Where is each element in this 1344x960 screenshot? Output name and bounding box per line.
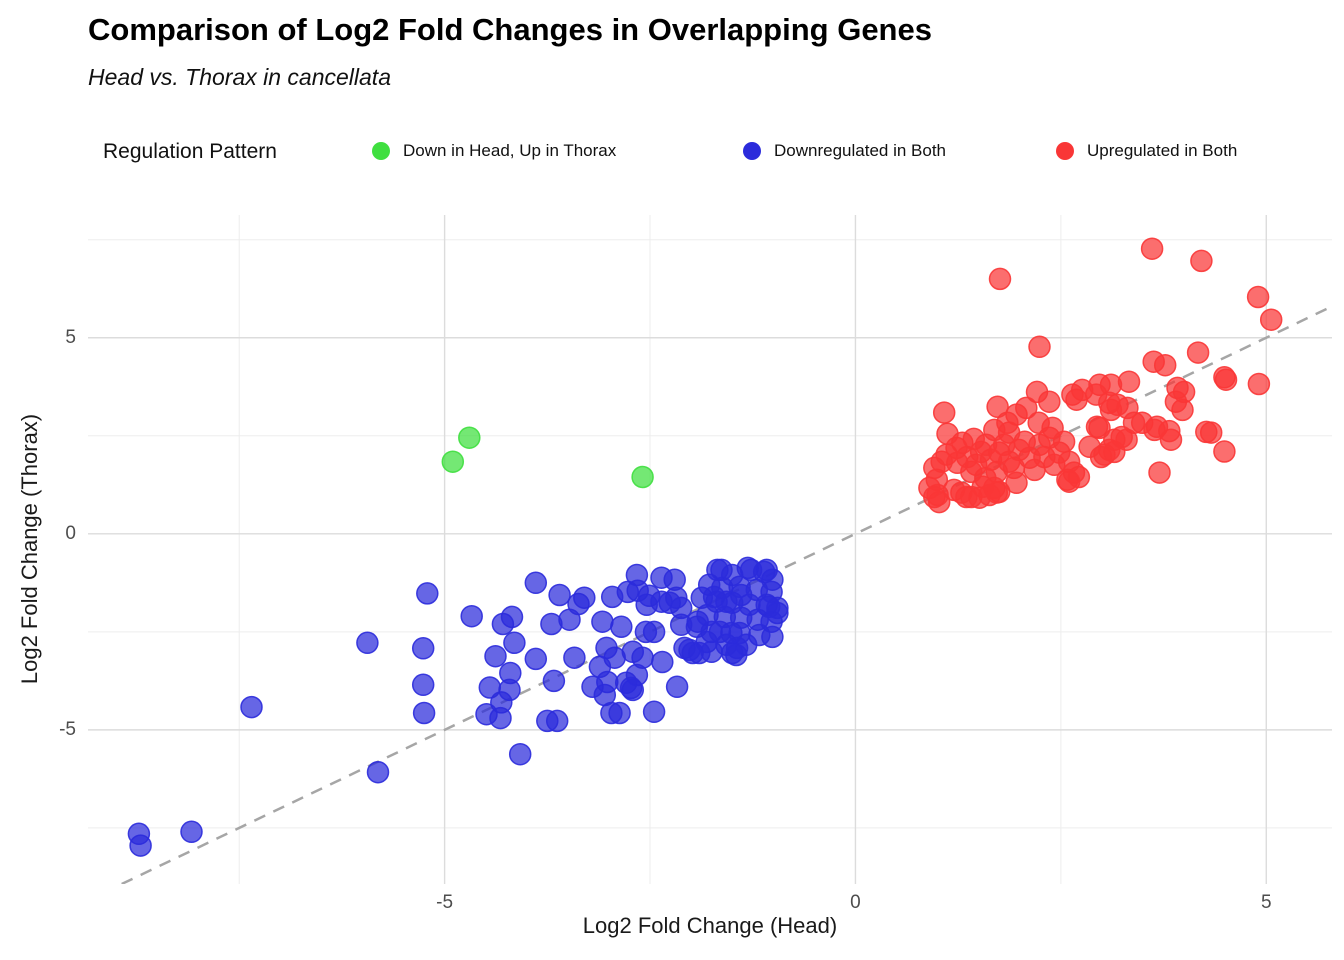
data-point <box>1213 440 1236 463</box>
data-point <box>642 620 666 644</box>
data-point <box>1143 418 1166 442</box>
data-point <box>412 701 436 725</box>
data-point <box>545 709 569 733</box>
legend-title: Regulation Pattern <box>103 140 277 163</box>
data-point <box>558 608 581 631</box>
data-point <box>356 631 379 655</box>
data-point <box>631 465 654 489</box>
data-point <box>610 615 633 639</box>
data-point <box>416 582 439 605</box>
data-point <box>1140 237 1164 260</box>
x-tick-label: -5 <box>436 892 454 913</box>
data-point <box>1088 416 1111 440</box>
x-axis-title: Log2 Fold Change (Head) <box>582 913 838 938</box>
data-point <box>1186 341 1210 364</box>
legend-item-label: Upregulated in Both <box>1087 141 1238 160</box>
data-point <box>608 701 631 725</box>
data-point <box>1190 249 1213 273</box>
y-tick-label: 5 <box>65 326 76 348</box>
data-point <box>411 673 435 697</box>
data-point <box>1214 368 1238 391</box>
data-point <box>974 466 997 490</box>
data-point <box>1005 471 1028 495</box>
data-point <box>489 706 512 730</box>
legend-item-label: Down in Head, Up in Thorax <box>403 141 617 160</box>
data-point <box>1246 285 1270 309</box>
data-point <box>500 605 524 629</box>
data-point <box>761 625 784 649</box>
data-point <box>180 820 203 844</box>
data-point <box>499 661 522 685</box>
data-point <box>548 583 571 607</box>
legend: Regulation Pattern Down in Head, Up in T… <box>0 138 1344 168</box>
data-point <box>1065 388 1088 411</box>
data-point <box>962 427 986 451</box>
blue-dot-icon <box>743 142 761 160</box>
data-point <box>503 631 526 655</box>
data-point <box>458 426 481 449</box>
data-point <box>1078 435 1101 459</box>
chart-subtitle: Head vs. Thorax in cancellata <box>88 64 391 90</box>
data-point <box>563 646 586 669</box>
green-dot-icon <box>372 142 390 160</box>
data-point <box>936 422 959 446</box>
data-point <box>366 760 390 784</box>
data-point <box>766 601 789 625</box>
scatter-plot-canvas <box>88 215 1333 886</box>
data-point <box>1057 470 1081 493</box>
data-point <box>1148 461 1171 484</box>
data-point <box>932 401 956 424</box>
data-point <box>1199 421 1223 444</box>
data-point <box>1028 335 1051 359</box>
data-point <box>669 596 693 620</box>
data-point <box>997 421 1021 444</box>
x-tick-label: 0 <box>850 892 861 913</box>
data-point <box>1038 390 1061 413</box>
plot-area <box>88 215 1333 886</box>
data-point <box>1259 308 1283 331</box>
data-point <box>1153 353 1177 377</box>
legend-item-upregulated-both: Upregulated in Both <box>1056 138 1237 164</box>
y-tick-label: -5 <box>59 718 76 740</box>
legend-item-down-head-up-thorax: Down in Head, Up in Thorax <box>372 138 616 164</box>
data-point <box>411 637 435 660</box>
data-point <box>484 644 507 668</box>
data-point <box>642 700 666 724</box>
legend-item-label: Downregulated in Both <box>774 141 947 160</box>
data-point <box>651 650 674 674</box>
legend-item-downregulated-both: Downregulated in Both <box>743 138 946 164</box>
chart-title: Comparison of Log2 Fold Changes in Overl… <box>88 12 932 47</box>
y-tick-label: 0 <box>65 522 76 544</box>
data-point <box>129 834 152 857</box>
data-point <box>460 604 483 628</box>
data-point <box>631 646 654 669</box>
data-point <box>1171 398 1194 422</box>
data-point <box>665 675 689 699</box>
data-point <box>542 669 566 693</box>
data-point <box>1247 372 1271 396</box>
data-point <box>508 742 532 766</box>
data-point <box>240 695 263 719</box>
data-point <box>1106 393 1129 417</box>
data-point <box>955 485 978 509</box>
data-point <box>596 670 619 694</box>
red-dot-icon <box>1056 142 1074 160</box>
data-point <box>591 610 614 633</box>
x-tick-label: 5 <box>1260 892 1272 913</box>
data-point <box>573 586 596 609</box>
data-point <box>524 647 548 671</box>
data-point <box>1159 428 1183 451</box>
y-axis-title: Log2 Fold Change (Thorax) <box>17 413 42 685</box>
data-point <box>524 571 548 595</box>
data-point <box>761 568 784 591</box>
data-point <box>1027 411 1050 435</box>
data-point <box>441 450 465 473</box>
data-point <box>988 267 1012 291</box>
